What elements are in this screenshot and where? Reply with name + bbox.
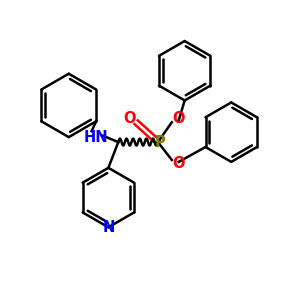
Text: HN: HN (83, 130, 108, 145)
Text: O: O (123, 111, 135, 126)
Text: N: N (102, 220, 115, 235)
Text: O: O (172, 156, 185, 171)
Text: O: O (172, 111, 185, 126)
Text: P: P (154, 135, 165, 150)
